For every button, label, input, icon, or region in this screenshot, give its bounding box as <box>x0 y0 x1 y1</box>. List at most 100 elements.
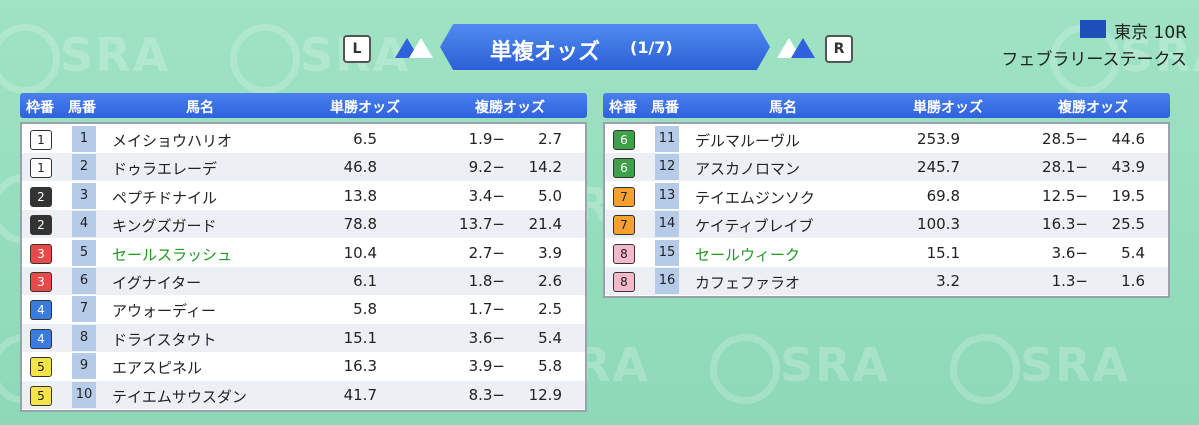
horse-number: 11 <box>655 126 679 152</box>
horse-name: ケイティブレイブ <box>695 217 814 236</box>
place-odds-low: 3.6− <box>1051 243 1088 262</box>
horse-number: 4 <box>72 211 96 238</box>
column-header: 枠番 <box>26 100 54 116</box>
win-odds: 15.1 <box>343 328 377 347</box>
column-header: 複勝オッズ <box>1058 100 1128 116</box>
win-odds: 253.9 <box>917 130 960 148</box>
horse-number: 6 <box>72 268 96 294</box>
table-row: 1 1 メイショウハリオ 6.5 1.9− 2.7 <box>22 125 585 153</box>
horse-number: 10 <box>72 381 96 408</box>
frame-number: 6 <box>613 130 635 150</box>
table-row: 2 4 キングズガード 78.8 13.7− 21.4 <box>22 210 585 239</box>
place-odds-low: 3.4− <box>468 186 505 205</box>
place-odds-high: 25.5 <box>1111 215 1145 234</box>
place-odds-low: 3.9− <box>468 357 505 376</box>
banner-decor <box>395 38 815 58</box>
watermark-text: SRA <box>60 28 171 82</box>
place-odds-low: 12.5− <box>1042 186 1088 205</box>
frame-number: 5 <box>30 357 52 378</box>
table-header: 枠番 馬番 馬名 単勝オッズ 複勝オッズ <box>20 93 587 118</box>
place-odds-low: 2.7− <box>468 243 505 262</box>
frame-number: 8 <box>613 243 635 264</box>
horse-number: 7 <box>72 296 96 323</box>
place-odds-high: 2.5 <box>538 300 562 319</box>
frame-number: 3 <box>30 243 52 264</box>
win-odds: 5.8 <box>353 300 377 319</box>
horse-name: デルマルーヴル <box>695 132 801 150</box>
decor-triangle <box>409 38 433 58</box>
place-odds-high: 5.0 <box>538 186 562 205</box>
frame-number: 3 <box>30 272 52 292</box>
table-row: 4 7 アウォーディー 5.8 1.7− 2.5 <box>22 295 585 324</box>
frame-number: 7 <box>613 186 635 207</box>
table-body: 6 11 デルマルーヴル 253.9 28.5− 44.6 6 12 アスカノロマン 245.7 2… <box>603 122 1170 299</box>
place-odds-low: 1.7− <box>468 300 505 319</box>
horse-number: 13 <box>655 182 679 209</box>
frame-number: 1 <box>30 130 52 150</box>
race-name: フェブラリーステークス <box>1001 50 1187 70</box>
place-odds-high: 2.7 <box>538 130 562 148</box>
win-odds: 41.7 <box>343 385 377 404</box>
venue: 東京 10R <box>1114 23 1187 43</box>
column-header: 枠番 <box>609 100 637 116</box>
table-row: 6 11 デルマルーヴル 253.9 28.5− 44.6 <box>605 125 1168 153</box>
place-odds-high: 14.2 <box>528 158 562 177</box>
place-odds-low: 28.1− <box>1042 158 1088 177</box>
place-odds-high: 5.8 <box>538 357 562 376</box>
column-header: 単勝オッズ <box>330 100 400 116</box>
horse-number: 12 <box>655 154 679 181</box>
table-row: 7 14 ケイティブレイブ 100.3 16.3− 25.5 <box>605 210 1168 239</box>
frame-number: 4 <box>30 328 52 349</box>
win-odds: 245.7 <box>917 158 960 177</box>
watermark-circle <box>710 334 780 404</box>
place-odds-low: 28.5− <box>1042 130 1088 148</box>
column-header: 単勝オッズ <box>913 100 983 116</box>
place-odds-high: 43.9 <box>1111 158 1145 177</box>
left-button[interactable]: L <box>343 35 371 63</box>
table-row: 7 13 テイエムジンソク 69.8 12.5− 19.5 <box>605 181 1168 210</box>
column-header: 馬番 <box>68 100 96 116</box>
column-header: 馬名 <box>186 100 214 116</box>
frame-number: 2 <box>30 215 52 236</box>
win-odds: 16.3 <box>343 357 377 376</box>
horse-name: ペプチドナイル <box>112 188 218 207</box>
table-body: 1 1 メイショウハリオ 6.5 1.9− 2.7 1 2 ドゥラエレーデ 46.8 9.2− 14.… <box>20 122 587 412</box>
frame-number: 7 <box>613 215 635 236</box>
page-indicator: (1/7) <box>630 38 673 57</box>
place-odds-high: 5.4 <box>1121 243 1145 262</box>
place-odds-low: 8.3− <box>468 385 505 404</box>
title: 単複オッズ <box>490 40 601 65</box>
horse-number: 1 <box>72 126 96 152</box>
win-odds: 6.1 <box>353 272 377 290</box>
table-row: 1 2 ドゥラエレーデ 46.8 9.2− 14.2 <box>22 153 585 182</box>
win-odds: 100.3 <box>917 215 960 234</box>
venue-logo <box>1080 20 1106 38</box>
frame-number: 1 <box>30 158 52 179</box>
watermark-circle <box>950 334 1020 404</box>
right-button[interactable]: R <box>825 35 853 63</box>
horse-name: ドライスタウト <box>112 330 217 349</box>
win-odds: 3.2 <box>936 272 960 290</box>
table-row: 6 12 アスカノロマン 245.7 28.1− 43.9 <box>605 153 1168 182</box>
table-row: 4 8 ドライスタウト 15.1 3.6− 5.4 <box>22 323 585 352</box>
column-header: 馬名 <box>769 100 797 116</box>
frame-number: 8 <box>613 272 635 292</box>
horse-name: アスカノロマン <box>695 160 801 179</box>
win-odds: 78.8 <box>343 215 377 234</box>
place-odds-high: 5.4 <box>538 328 562 347</box>
table-header: 枠番 馬番 馬名 単勝オッズ 複勝オッズ <box>603 93 1170 118</box>
place-odds-low: 1.3− <box>1051 272 1088 290</box>
win-odds: 13.8 <box>343 186 377 205</box>
place-odds-high: 12.9 <box>528 385 562 404</box>
horse-name: カフェファラオ <box>695 274 801 292</box>
place-odds-low: 1.8− <box>468 272 505 290</box>
watermark-circle <box>230 24 300 94</box>
place-odds-low: 13.7− <box>459 215 505 234</box>
place-odds-low: 16.3− <box>1042 215 1088 234</box>
horse-name: アウォーディー <box>112 302 216 321</box>
horse-name: エアスピネル <box>112 359 203 378</box>
place-odds-high: 19.5 <box>1111 186 1145 205</box>
place-odds-low: 9.2− <box>468 158 505 177</box>
horse-number: 9 <box>72 353 96 380</box>
